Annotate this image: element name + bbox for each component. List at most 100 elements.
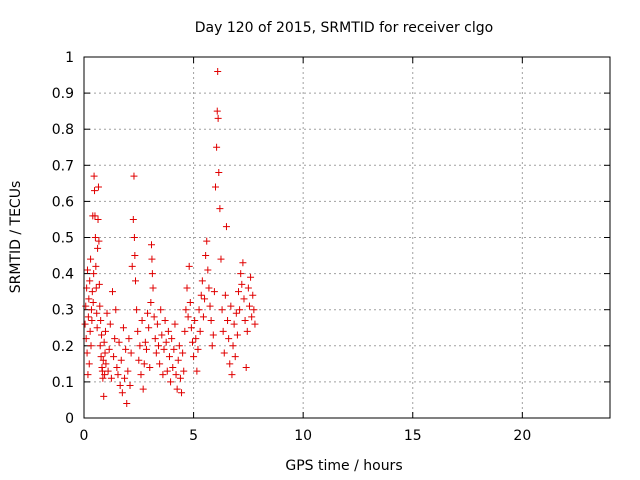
x-tick-label: 5	[189, 428, 198, 444]
y-tick-label: 0.5	[52, 231, 74, 247]
data-point	[247, 274, 254, 281]
data-point	[143, 346, 150, 353]
data-point	[178, 389, 185, 396]
data-point	[106, 346, 113, 353]
data-point	[148, 256, 155, 263]
x-tick-label: 10	[294, 428, 312, 444]
data-point	[109, 288, 116, 295]
data-point	[136, 342, 143, 349]
data-point	[84, 371, 91, 378]
data-point	[211, 288, 218, 295]
data-point	[84, 350, 91, 357]
data-point	[240, 295, 247, 302]
data-point	[204, 266, 211, 273]
scatter-chart: Day 120 of 2015, SRMTID for receiver clg…	[0, 0, 640, 480]
data-point	[197, 328, 204, 335]
data-point	[107, 321, 114, 328]
data-point	[212, 183, 219, 190]
data-point	[181, 328, 188, 335]
data-point	[176, 342, 183, 349]
data-point	[221, 350, 228, 357]
data-point	[102, 328, 109, 335]
data-point	[215, 115, 222, 122]
data-point	[85, 313, 92, 320]
data-point	[214, 68, 221, 75]
data-point	[87, 328, 94, 335]
data-point	[168, 335, 175, 342]
data-point	[104, 310, 111, 317]
data-point	[131, 234, 138, 241]
data-point	[142, 339, 149, 346]
data-point	[134, 328, 141, 335]
data-point	[226, 360, 233, 367]
data-point	[163, 339, 170, 346]
data-point	[130, 173, 137, 180]
data-point	[100, 393, 107, 400]
data-point	[187, 299, 194, 306]
data-point	[228, 371, 235, 378]
data-point	[121, 375, 128, 382]
data-point	[82, 321, 89, 328]
data-point	[101, 339, 108, 346]
data-point	[117, 382, 124, 389]
y-axis-label: SRMTID / TECUs	[8, 181, 24, 294]
data-point	[245, 285, 252, 292]
data-point	[129, 263, 136, 270]
data-point	[230, 342, 237, 349]
data-point	[182, 306, 189, 313]
data-point	[162, 317, 169, 324]
data-point	[93, 310, 100, 317]
data-point	[192, 335, 199, 342]
data-point	[160, 346, 167, 353]
data-point	[243, 364, 250, 371]
x-tick-label: 20	[513, 428, 531, 444]
data-point	[201, 295, 208, 302]
data-point	[149, 270, 156, 277]
y-tick-label: 1	[65, 50, 74, 66]
data-point	[164, 368, 171, 375]
data-point	[99, 375, 106, 382]
data-point	[131, 252, 138, 259]
data-point	[146, 364, 153, 371]
data-point	[152, 335, 159, 342]
data-point	[154, 321, 161, 328]
data-point	[119, 389, 126, 396]
data-point	[248, 313, 255, 320]
data-point	[207, 303, 214, 310]
data-point	[137, 371, 144, 378]
data-point	[235, 288, 242, 295]
data-point	[242, 317, 249, 324]
y-tick-label: 0.2	[52, 339, 74, 355]
data-point	[94, 245, 101, 252]
y-tick-label: 0.1	[52, 375, 74, 391]
data-point	[249, 292, 256, 299]
y-tick-label: 0.7	[52, 158, 74, 174]
x-axis-label: GPS time / hours	[285, 458, 402, 474]
data-point	[150, 285, 157, 292]
y-tick-label: 0.8	[52, 122, 74, 138]
data-point	[145, 324, 152, 331]
data-point	[251, 321, 258, 328]
data-point	[191, 317, 198, 324]
data-point	[147, 299, 154, 306]
data-point	[224, 317, 231, 324]
data-point	[97, 317, 104, 324]
data-point	[174, 386, 181, 393]
y-tick-label: 0.6	[52, 194, 74, 210]
data-point	[130, 216, 137, 223]
data-point	[193, 368, 200, 375]
data-point	[214, 108, 221, 115]
data-point	[157, 306, 164, 313]
data-point	[124, 368, 131, 375]
data-point	[94, 324, 101, 331]
data-point	[102, 350, 109, 357]
data-point	[170, 346, 177, 353]
data-point	[90, 270, 97, 277]
data-point	[151, 313, 158, 320]
data-point	[132, 277, 139, 284]
data-point	[139, 317, 146, 324]
data-point	[216, 205, 223, 212]
data-point	[156, 360, 163, 367]
data-point	[202, 252, 209, 259]
data-point	[88, 306, 95, 313]
